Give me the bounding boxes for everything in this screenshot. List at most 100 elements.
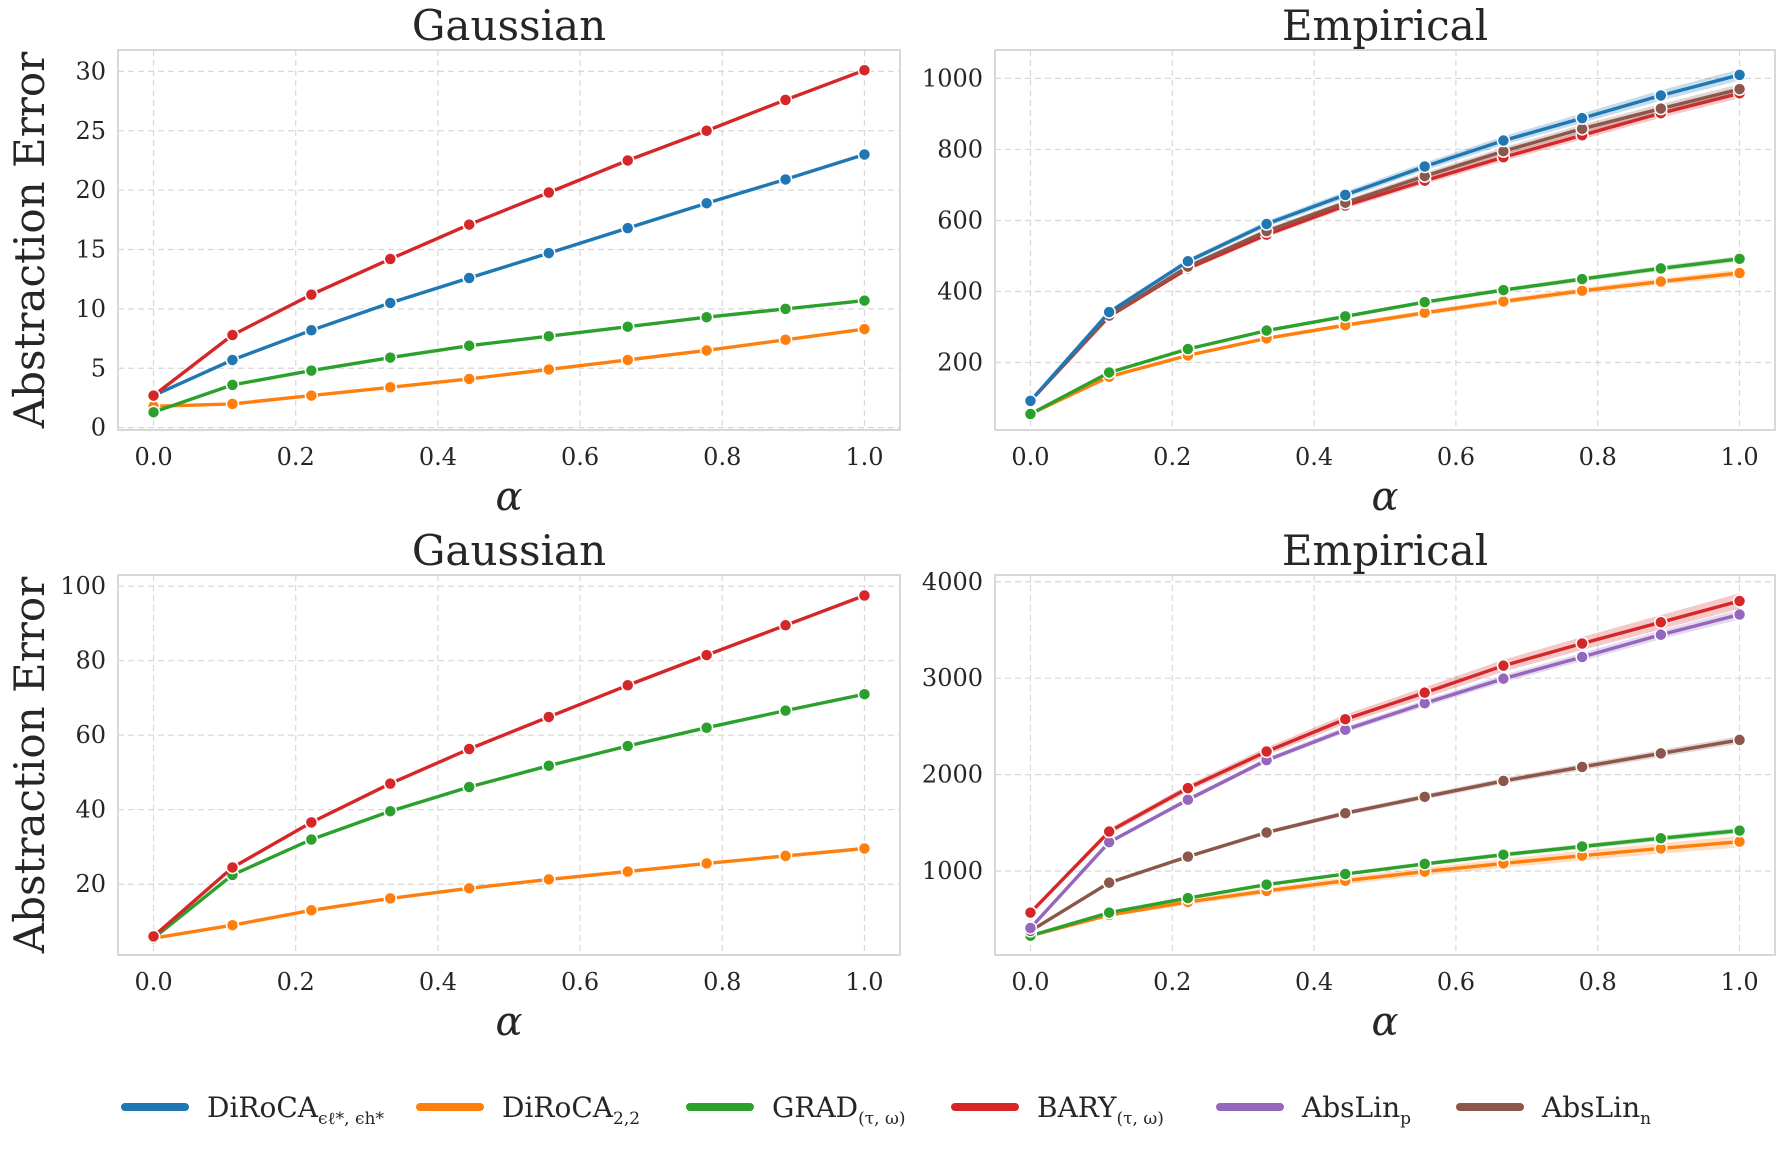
x-tick-label: 0.4 xyxy=(419,443,457,471)
y-tick-label: 20 xyxy=(75,176,106,204)
x-tick-label: 0.2 xyxy=(1153,968,1191,996)
y-tick-label: 40 xyxy=(75,796,106,824)
data-point xyxy=(778,618,793,633)
legend-item: DiRoCA2,2 xyxy=(416,1091,640,1129)
data-point xyxy=(1023,394,1038,408)
data-point xyxy=(462,338,476,353)
data-point xyxy=(225,397,240,411)
data-point xyxy=(383,804,398,818)
data-point xyxy=(699,310,714,324)
data-point xyxy=(1023,407,1038,421)
data-point xyxy=(699,343,714,358)
x-tick-label: 0.0 xyxy=(134,443,172,471)
data-point xyxy=(857,687,872,701)
data-point xyxy=(1417,685,1432,700)
legend: DiRoCAϵℓ*, ϵh* DiRoCA2,2 GRAD(τ, ω) BARY(τ,… xyxy=(121,1091,1651,1129)
y-tick-label: 15 xyxy=(75,236,106,264)
x-axis-label: α xyxy=(1371,474,1398,520)
legend-item: AbsLinn xyxy=(1456,1091,1651,1129)
x-tick-label: 1.0 xyxy=(1720,443,1758,471)
y-tick-label: 800 xyxy=(937,135,983,163)
data-point xyxy=(542,758,556,773)
y-tick-label: 20 xyxy=(75,870,106,898)
y-tick-label: 4000 xyxy=(922,568,983,596)
data-point xyxy=(304,388,319,403)
x-tick-label: 0.0 xyxy=(1011,968,1049,996)
data-point xyxy=(778,172,793,187)
data-point xyxy=(1259,744,1274,759)
series-line xyxy=(152,152,866,398)
data-point xyxy=(225,328,240,342)
data-point xyxy=(1102,305,1116,319)
data-point xyxy=(699,196,714,210)
data-point xyxy=(778,849,793,863)
data-point xyxy=(1654,746,1668,761)
x-tick-label: 0.2 xyxy=(277,968,315,996)
series-line xyxy=(1029,271,1740,416)
x-tick-label: 0.2 xyxy=(277,443,315,471)
data-point xyxy=(1181,792,1195,807)
data-point xyxy=(1575,760,1589,774)
legend-label: AbsLinp xyxy=(1301,1091,1411,1129)
x-tick-label: 0.2 xyxy=(1153,443,1191,471)
x-tick-label: 0.8 xyxy=(703,968,741,996)
data-point xyxy=(462,372,476,386)
y-tick-label: 100 xyxy=(60,572,106,600)
y-tick-label: 80 xyxy=(75,647,106,675)
data-point xyxy=(462,217,476,232)
data-point xyxy=(383,891,398,906)
data-point xyxy=(1338,806,1353,820)
data-point xyxy=(542,329,556,343)
data-point xyxy=(1654,261,1668,276)
series-line xyxy=(152,68,866,397)
x-tick-label: 0.6 xyxy=(1437,443,1475,471)
y-tick-label: 600 xyxy=(937,206,983,234)
data-point xyxy=(304,287,319,302)
y-tick-label: 0 xyxy=(91,414,106,442)
data-point xyxy=(1575,839,1589,854)
data-point xyxy=(1496,658,1511,673)
data-point xyxy=(620,319,635,334)
data-point xyxy=(1181,342,1195,356)
series-line xyxy=(153,846,865,940)
y-axis-label: Abstraction Error xyxy=(5,576,54,954)
data-point xyxy=(1259,825,1274,840)
data-point xyxy=(857,293,872,308)
chart-title: Empirical xyxy=(1282,1,1488,50)
chart-panel-1: 0.0 0.2 0.4 0.6 0.8 1.0 0 5 10 15 20 25 30 Gaussian α A… xyxy=(5,1,901,520)
data-point xyxy=(1023,905,1038,920)
data-point xyxy=(778,333,793,347)
data-point xyxy=(620,353,635,367)
data-point xyxy=(1732,266,1747,280)
data-point xyxy=(699,648,714,662)
series-grad xyxy=(146,293,872,419)
x-tick-label: 0.8 xyxy=(703,443,741,471)
y-axis-label: Abstraction Error xyxy=(5,51,54,429)
legend-label: AbsLinn xyxy=(1541,1091,1651,1129)
data-point xyxy=(1496,133,1511,148)
data-point xyxy=(620,153,635,168)
data-point xyxy=(1732,82,1747,96)
data-point xyxy=(462,881,476,896)
data-point xyxy=(1575,284,1589,298)
data-point xyxy=(542,246,556,260)
data-point xyxy=(1575,636,1589,651)
y-tick-label: 2000 xyxy=(922,761,983,789)
plot-area xyxy=(117,49,901,431)
data-point xyxy=(462,780,476,794)
x-tick-label: 0.6 xyxy=(561,443,599,471)
data-point xyxy=(620,678,635,693)
data-point xyxy=(620,864,635,879)
data-point xyxy=(1181,849,1195,864)
data-point xyxy=(146,388,161,403)
series-line xyxy=(1029,612,1740,930)
data-point xyxy=(225,378,240,392)
series-bary xyxy=(146,63,872,403)
chart-panel-2: 0.0 0.2 0.4 0.6 0.8 1.0 200 400 600 800 1000 Empiri… xyxy=(922,1,1776,520)
data-point xyxy=(1338,867,1353,881)
data-point xyxy=(1496,774,1511,788)
data-point xyxy=(1102,905,1116,920)
data-point xyxy=(1417,295,1432,309)
y-tick-label: 1000 xyxy=(922,857,983,885)
